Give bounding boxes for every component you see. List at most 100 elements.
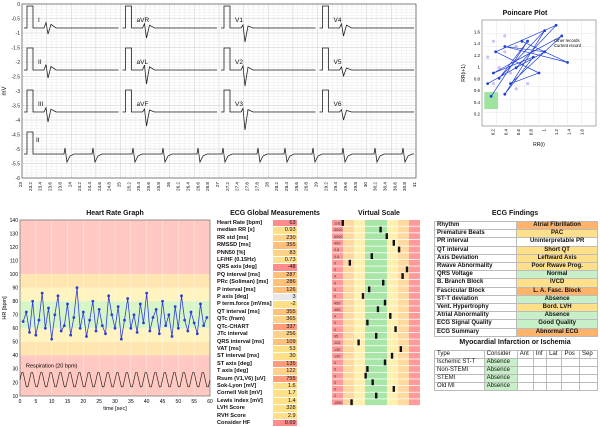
virtual-scale-segment bbox=[387, 233, 398, 240]
hr-point bbox=[91, 299, 95, 303]
mi-location-cell bbox=[578, 366, 599, 375]
global-panel: ECG Global Measurements Virtual Scale He… bbox=[216, 208, 430, 427]
hr-x-tick: 20 bbox=[81, 399, 87, 405]
virtual-scale-segment bbox=[376, 339, 387, 346]
virtual-scale-tick: 0 bbox=[334, 295, 336, 299]
virtual-scale-segment bbox=[332, 259, 343, 266]
virtual-scale-segment bbox=[398, 220, 409, 226]
virtual-scale-segment bbox=[387, 392, 398, 399]
ecg-chart: 0 -0.5 -1 -1.5 -2 -2.5 -3 -3.5 -4 -4.5 -5 -5.5 -6 mV 2… bbox=[2, 2, 417, 191]
ecg-lead-label: III bbox=[38, 101, 44, 108]
virtual-scale-segment bbox=[332, 379, 343, 386]
mi-location-cell bbox=[532, 358, 548, 367]
poincare-current-point bbox=[503, 45, 507, 48]
ecg-x-tick: 30.8 bbox=[402, 182, 407, 191]
virtual-scale-segment bbox=[409, 273, 420, 279]
hr-y-tick: 100 bbox=[10, 272, 19, 278]
hr-y-tick: 40 bbox=[12, 353, 18, 359]
findings-panel: ECG Findings Rhythm Atrial Fibrillation Pr… bbox=[432, 208, 600, 412]
global-title: ECG Global Measurements bbox=[230, 210, 320, 217]
virtual-scale-segment bbox=[376, 392, 387, 399]
global-row: LF/HF (0.15Hz) 0.73 bbox=[216, 256, 297, 265]
global-row-value: -2 bbox=[272, 300, 297, 309]
global-row-label: LF/HF (0.15Hz) bbox=[216, 256, 273, 265]
finding-label: PR interval bbox=[433, 237, 518, 247]
virtual-scale-segment bbox=[343, 372, 354, 379]
finding-value: Absence bbox=[516, 311, 598, 321]
virtual-scale-segment bbox=[343, 332, 354, 339]
virtual-scale-segment bbox=[365, 273, 376, 279]
virtual-scale-segment bbox=[332, 233, 343, 240]
mi-header: Ant bbox=[516, 350, 534, 359]
global-row-value: 755 bbox=[272, 375, 297, 383]
mi-consider: Absence bbox=[483, 366, 518, 375]
global-row: P term.force [mVms] -2 bbox=[216, 300, 297, 309]
poincare-x-tick: 0.4 bbox=[503, 128, 508, 135]
virtual-scale-segment bbox=[376, 326, 387, 333]
virtual-scale-segment bbox=[343, 346, 354, 352]
ecg-lead-label: V5 bbox=[334, 59, 342, 66]
findings-title: ECG Findings bbox=[491, 210, 539, 217]
hr-point bbox=[186, 329, 190, 333]
virtual-scale-marker bbox=[348, 259, 351, 266]
virtual-scale-marker bbox=[361, 293, 365, 299]
virtual-scale-segment bbox=[365, 399, 376, 406]
virtual-scale-marker bbox=[364, 372, 367, 379]
global-row-value: 30 bbox=[272, 352, 297, 361]
global-row: PQ interval [ms] 287 bbox=[216, 271, 297, 280]
virtual-scale-segment bbox=[365, 326, 376, 333]
mi-location-cell bbox=[516, 382, 534, 391]
global-row-value: 337 bbox=[272, 323, 297, 332]
ecg-x-tick: 26.2 bbox=[176, 182, 181, 191]
virtual-scale-segment bbox=[387, 366, 398, 372]
poincare-normal-zone bbox=[484, 92, 498, 110]
global-row: QRS axis [deg] -48 bbox=[216, 263, 297, 272]
poincare-current-point bbox=[494, 50, 498, 54]
virtual-scale-segment bbox=[409, 279, 420, 286]
virtual-scale-segment bbox=[332, 359, 343, 366]
poincare-y-tick: 0.8 bbox=[474, 76, 481, 81]
hr-point bbox=[110, 313, 114, 317]
mi-type: Ischemic ST-T bbox=[434, 358, 485, 367]
mi-location-cell bbox=[578, 374, 599, 383]
ecg-y-tick: 0 bbox=[17, 2, 20, 8]
finding-label: Rwave Abnormality bbox=[433, 262, 518, 272]
hr-point bbox=[129, 326, 133, 330]
global-row-value: 355 bbox=[272, 241, 297, 250]
global-row-value: 365 bbox=[272, 315, 297, 324]
virtual-scale-segment bbox=[354, 346, 365, 352]
finding-value: Abnormal ECG bbox=[516, 327, 598, 337]
virtual-scale-tick: 0 bbox=[334, 374, 336, 378]
global-row-label: QTc-CHART bbox=[216, 323, 273, 332]
ecg-trace-aVF bbox=[122, 89, 217, 127]
finding-label: Atrial Abnormality bbox=[433, 311, 518, 321]
virtual-scale-segment bbox=[376, 332, 387, 339]
finding-row: Vent. Hypertrophy Bord. LVH bbox=[433, 303, 598, 313]
virtual-scale-segment bbox=[409, 386, 420, 392]
virtual-scale-segment bbox=[332, 312, 343, 319]
virtual-scale-tick: 0 bbox=[334, 315, 336, 319]
virtual-scale-marker bbox=[366, 319, 369, 326]
virtual-scale-segment bbox=[387, 319, 398, 326]
virtual-scale-segment bbox=[409, 239, 420, 246]
global-row-label: ST interval [ms] bbox=[216, 352, 273, 361]
ecg-x-tick: 24 bbox=[67, 182, 72, 188]
global-row-label: PQ interval [ms] bbox=[216, 271, 273, 280]
virtual-scale-segment bbox=[332, 220, 343, 226]
virtual-scale-segment bbox=[343, 266, 354, 273]
hr-y-label: HR [bpm] bbox=[2, 296, 8, 320]
hr-x-tick: 25 bbox=[96, 399, 102, 405]
virtual-scale-segment bbox=[398, 279, 409, 286]
finding-value: Short QT bbox=[516, 245, 598, 255]
virtual-scale-segment bbox=[409, 306, 420, 313]
global-row: Consider HF 0.69 bbox=[216, 419, 297, 427]
virtual-scale-segment bbox=[332, 279, 343, 286]
ecg-x-tick: 26.6 bbox=[195, 182, 200, 191]
virtual-scale-segment bbox=[409, 246, 420, 253]
virtual-scale-segment bbox=[398, 259, 409, 266]
hr-point bbox=[72, 316, 76, 319]
hr-x-tick: 60 bbox=[207, 399, 213, 405]
mi-row: Ischemic ST-T Absence bbox=[434, 358, 599, 367]
ecg-x-tick: 25.6 bbox=[146, 182, 151, 191]
